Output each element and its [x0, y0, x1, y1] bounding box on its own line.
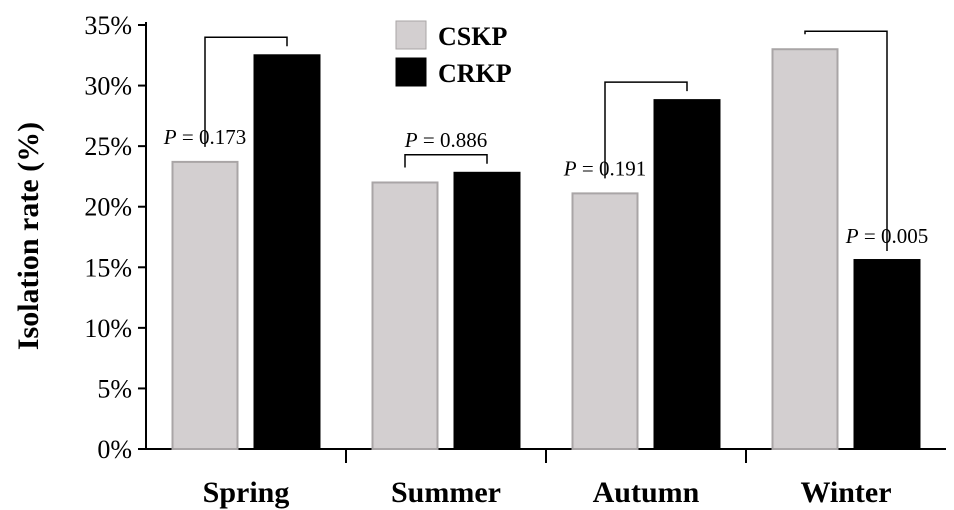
bar-crkp-spring: [253, 54, 321, 451]
bar-cskp-summer: [371, 181, 439, 450]
y-tick-label: 15%: [84, 253, 132, 282]
legend-label-cskp: CSKP: [438, 22, 507, 51]
x-category-label: Winter: [800, 476, 891, 509]
bar-cskp-autumn: [571, 192, 639, 450]
y-tick-label: 25%: [84, 132, 132, 161]
bar-cskp-spring: [171, 160, 239, 451]
y-tick-label: 20%: [84, 193, 132, 222]
legend-swatch-cskp: [395, 20, 427, 50]
y-tick-label: 35%: [84, 11, 132, 40]
bar-crkp-autumn: [653, 99, 721, 450]
x-ticks: Spring Summer Autumn Winter: [203, 449, 892, 509]
p-value-label: P = 0.886: [404, 128, 487, 152]
y-tick-label: 10%: [84, 314, 132, 343]
significance-bracket: [604, 81, 688, 179]
bars: [171, 48, 921, 451]
y-ticks: 0% 5% 10% 15% 20% 25% 30% 35%: [84, 11, 146, 464]
x-category-label: Summer: [391, 476, 501, 509]
bar-crkp-winter: [853, 259, 921, 451]
y-tick-label: 5%: [97, 374, 132, 403]
x-category-label: Spring: [203, 476, 290, 509]
legend-swatch-crkp: [395, 57, 427, 87]
p-value-label: P = 0.173: [163, 125, 246, 149]
legend: CSKP CRKP: [395, 20, 512, 88]
p-value-label: P = 0.191: [563, 156, 646, 180]
p-value-label: P = 0.005: [845, 224, 928, 248]
x-category-label: Autumn: [593, 476, 700, 509]
y-tick-label: 30%: [84, 72, 132, 101]
significance-bracket: [204, 36, 288, 147]
y-tick-label: 0%: [97, 435, 132, 464]
y-axis-title: Isolation rate (%): [12, 122, 45, 350]
significance-brackets: P = 0.173 P = 0.886 P = 0.191 P = 0.005: [163, 30, 928, 252]
significance-bracket: [404, 154, 488, 168]
bar-cskp-winter: [771, 48, 839, 450]
legend-label-crkp: CRKP: [438, 59, 512, 88]
significance-bracket: [804, 30, 888, 252]
bar-crkp-summer: [453, 171, 521, 450]
